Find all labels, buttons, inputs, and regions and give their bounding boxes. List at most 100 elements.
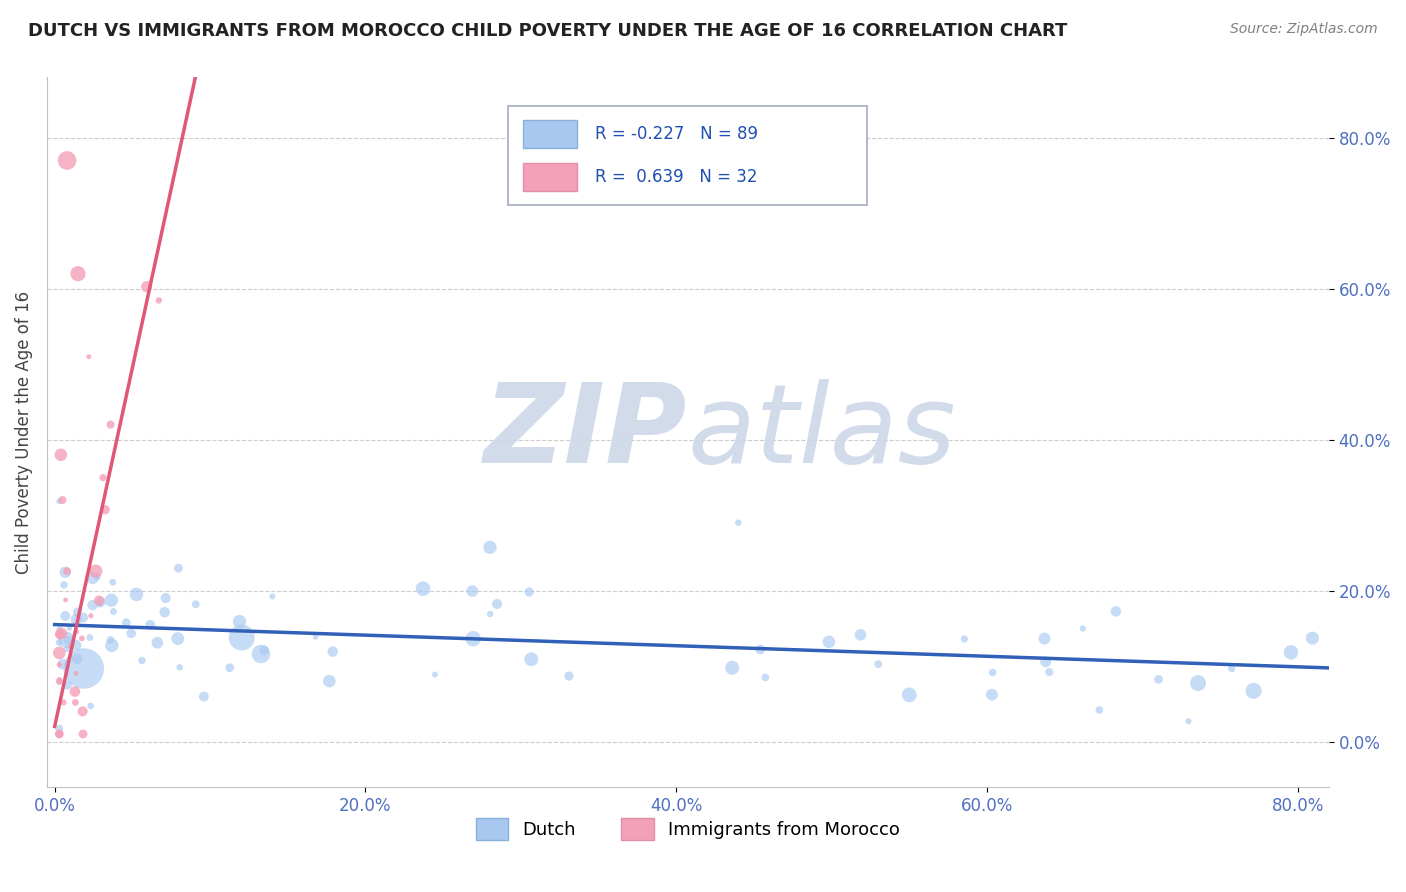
Point	[1177, 714, 1199, 729]
Text: Source: ZipAtlas.com: Source: ZipAtlas.com	[1230, 22, 1378, 37]
Point	[1147, 673, 1170, 687]
Point	[66, 652, 89, 666]
Point	[120, 626, 142, 640]
Point	[49, 448, 72, 462]
Point	[318, 674, 340, 689]
Point	[155, 591, 177, 605]
Point	[100, 593, 122, 607]
Point	[65, 695, 87, 709]
Point	[86, 570, 108, 584]
Point	[56, 642, 79, 657]
Point	[51, 626, 73, 640]
Text: atlas: atlas	[688, 378, 956, 485]
Point	[727, 516, 749, 530]
Point	[63, 684, 86, 698]
Point	[423, 667, 446, 681]
Point	[849, 628, 872, 642]
Point	[87, 593, 110, 607]
Point	[262, 590, 284, 604]
Point	[1301, 631, 1323, 645]
Point	[70, 632, 93, 646]
Point	[148, 293, 170, 308]
Point	[100, 417, 122, 432]
Point	[1035, 655, 1057, 669]
Point	[80, 608, 103, 623]
Point	[82, 598, 104, 612]
Point	[412, 582, 434, 596]
Point	[55, 632, 77, 647]
Point	[48, 646, 70, 660]
Point	[868, 657, 890, 672]
Point	[48, 635, 70, 649]
Point	[66, 267, 89, 281]
Point	[1071, 622, 1094, 636]
Point	[1088, 703, 1111, 717]
Point	[56, 153, 79, 168]
Point	[48, 727, 70, 741]
Point	[981, 665, 1004, 680]
Text: DUTCH VS IMMIGRANTS FROM MOROCCO CHILD POVERTY UNDER THE AGE OF 16 CORRELATION C: DUTCH VS IMMIGRANTS FROM MOROCCO CHILD P…	[28, 22, 1067, 40]
Point	[65, 638, 87, 652]
Point	[84, 564, 107, 578]
Point	[52, 695, 75, 709]
Point	[1038, 665, 1060, 679]
Point	[253, 643, 276, 657]
Point	[558, 669, 581, 683]
Point	[304, 630, 326, 644]
Point	[250, 647, 273, 661]
Point	[101, 638, 124, 652]
Point	[90, 595, 112, 609]
Point	[520, 652, 543, 666]
Point	[65, 612, 87, 626]
Point	[56, 564, 79, 578]
Point	[193, 690, 215, 704]
Point	[461, 584, 484, 599]
Point	[59, 640, 82, 654]
Point	[139, 618, 162, 632]
Point	[749, 642, 772, 657]
Point	[56, 678, 79, 692]
Point	[66, 605, 89, 619]
Point	[754, 670, 776, 684]
Point	[101, 575, 124, 590]
Point	[1033, 632, 1056, 646]
Point	[125, 587, 148, 601]
Point	[65, 624, 87, 639]
Point	[80, 698, 103, 713]
Point	[898, 688, 921, 702]
Point	[48, 674, 70, 689]
Point	[479, 607, 502, 621]
Point	[53, 578, 76, 592]
Point	[52, 657, 75, 672]
Point	[53, 566, 76, 580]
Point	[1243, 683, 1265, 698]
Point	[463, 632, 485, 646]
Point	[166, 632, 188, 646]
Point	[486, 597, 509, 611]
Point	[89, 598, 111, 612]
Point	[72, 727, 94, 741]
Point	[818, 635, 841, 649]
Point	[146, 636, 169, 650]
Point	[53, 609, 76, 624]
Point	[49, 628, 72, 642]
Point	[953, 632, 976, 646]
Point	[48, 722, 70, 736]
Point	[48, 657, 70, 672]
Point	[48, 622, 70, 636]
Point	[131, 654, 153, 668]
Point	[218, 661, 240, 675]
Point	[228, 615, 250, 629]
Point	[48, 494, 70, 508]
Point	[48, 727, 70, 741]
Point	[94, 502, 117, 516]
Point	[231, 631, 253, 645]
Point	[58, 621, 80, 635]
Point	[72, 610, 94, 624]
Point	[79, 631, 101, 645]
Point	[72, 704, 94, 718]
Point	[1279, 645, 1302, 659]
Point	[322, 644, 344, 658]
Point	[100, 632, 122, 647]
Point	[135, 279, 157, 293]
